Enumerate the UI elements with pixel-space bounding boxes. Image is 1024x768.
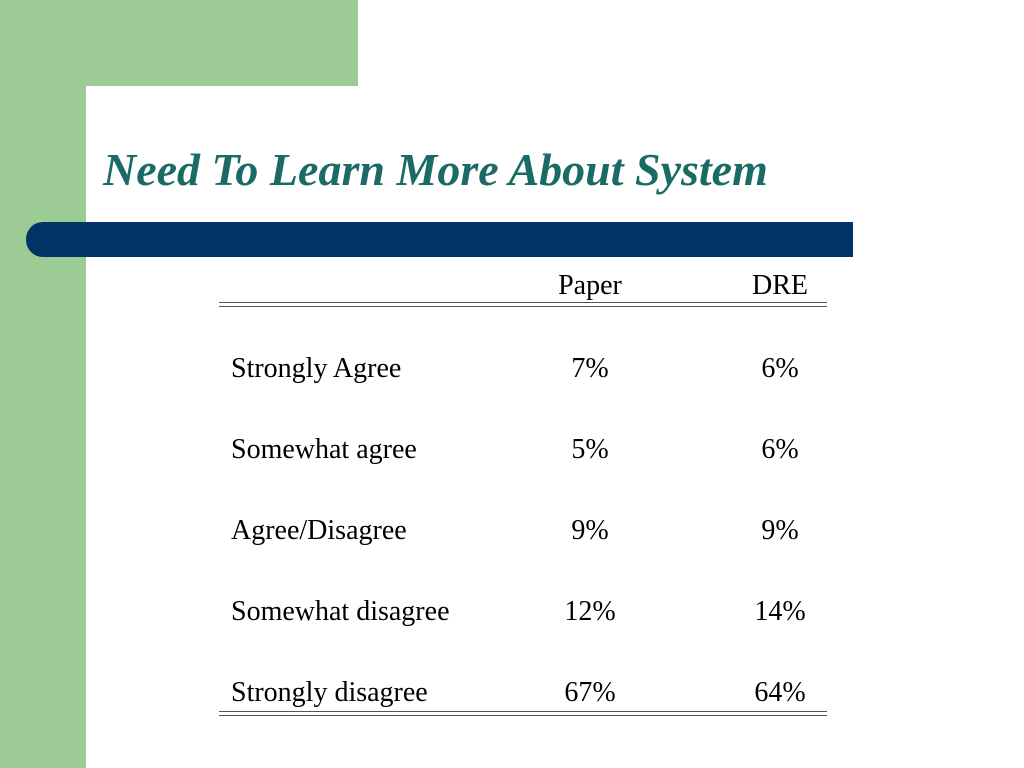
cell-dre: 14% (754, 596, 806, 627)
green-side-band (0, 0, 86, 768)
column-header-dre: DRE (752, 270, 808, 301)
footer-rule-bottom (219, 715, 827, 716)
cell-dre: 6% (761, 434, 799, 465)
slide-title: Need To Learn More About System (103, 144, 768, 195)
row-label: Strongly Agree (231, 353, 402, 384)
row-label: Strongly disagree (231, 677, 428, 708)
cell-paper: 9% (571, 515, 609, 546)
title-underline-bar (26, 222, 853, 257)
column-header-paper: Paper (558, 270, 622, 301)
green-top-band (0, 0, 358, 86)
cell-paper: 5% (571, 434, 609, 465)
cell-dre: 9% (761, 515, 799, 546)
cell-dre: 6% (761, 353, 799, 384)
header-rule-top (219, 302, 827, 303)
cell-paper: 7% (571, 353, 609, 384)
footer-rule-top (219, 711, 827, 712)
cell-paper: 12% (564, 596, 616, 627)
row-label: Somewhat disagree (231, 596, 450, 627)
header-rule-bottom (219, 306, 827, 307)
cell-paper: 67% (564, 677, 616, 708)
row-label: Agree/Disagree (231, 515, 407, 546)
cell-dre: 64% (754, 677, 806, 708)
row-label: Somewhat agree (231, 434, 417, 465)
